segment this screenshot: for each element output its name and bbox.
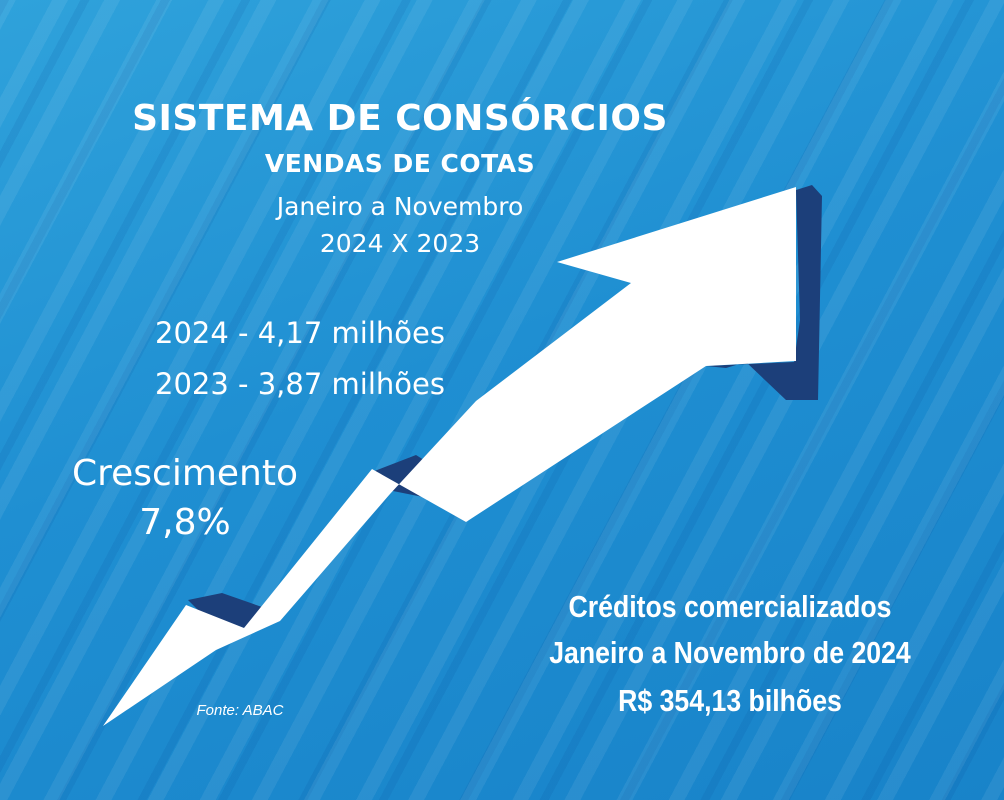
arrow-shadow bbox=[188, 593, 262, 628]
page-subtitle: VENDAS DE COTAS bbox=[264, 149, 536, 178]
comparison-label: 2024 X 2023 bbox=[319, 229, 481, 258]
period-label: Janeiro a Novembro bbox=[276, 192, 524, 221]
arrow-shadow bbox=[706, 185, 822, 400]
stat-2023: 2023 - 3,87 milhões bbox=[155, 367, 445, 401]
credits-period: Janeiro a Novembro de 2024 bbox=[549, 635, 911, 670]
growth-value: 7,8% bbox=[139, 502, 231, 543]
credits-heading: Créditos comercializados bbox=[568, 589, 892, 624]
stat-2024: 2024 - 4,17 milhões bbox=[155, 316, 445, 350]
growth-label: Crescimento bbox=[71, 453, 299, 494]
source-note: Fonte: ABAC bbox=[196, 702, 284, 719]
page-title: SISTEMA DE CONSÓRCIOS bbox=[132, 98, 668, 139]
arrow-body bbox=[103, 187, 796, 726]
credits-amount: R$ 354,13 bilhões bbox=[618, 683, 842, 718]
